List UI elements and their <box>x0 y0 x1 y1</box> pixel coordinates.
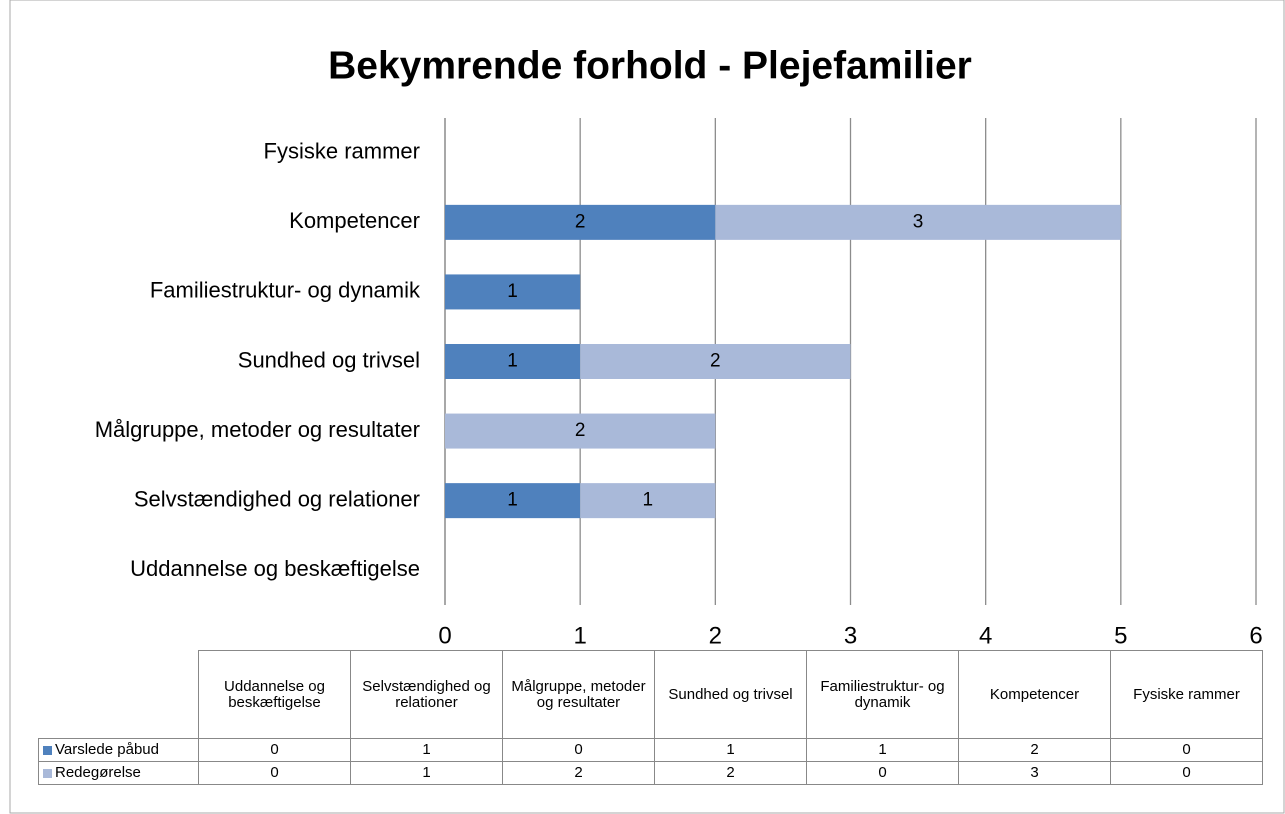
bar <box>445 274 581 310</box>
table-value: 0 <box>1110 761 1263 785</box>
chart-title: Bekymrende forhold - Plejefamilier <box>328 44 972 87</box>
legend-entry: Varslede påbud <box>38 738 199 762</box>
table-value: 2 <box>958 738 1111 762</box>
y-tick-label: Fysiske rammer <box>264 139 420 164</box>
table-header: Kompetencer <box>958 650 1111 739</box>
x-tick-label: 5 <box>1114 622 1127 649</box>
table-value: 1 <box>350 761 503 785</box>
x-tick-label: 2 <box>709 622 722 649</box>
y-tick-label: Sundhed og trivsel <box>238 347 420 372</box>
table-value: 0 <box>1110 738 1263 762</box>
data-label: 1 <box>507 281 518 302</box>
y-tick-label: Uddannelse og beskæftigelse <box>130 556 420 581</box>
table-value: 1 <box>806 738 959 762</box>
x-tick-label: 3 <box>844 622 857 649</box>
bar <box>580 344 851 379</box>
bar <box>580 483 716 519</box>
data-label: 1 <box>507 351 518 372</box>
x-tick-label: 6 <box>1249 622 1262 649</box>
legend-label: Varslede påbud <box>55 741 159 758</box>
x-tick-label: 1 <box>573 622 586 649</box>
table-value: 2 <box>654 761 807 785</box>
table-value: 0 <box>198 738 351 762</box>
data-label: 1 <box>642 490 653 511</box>
bar <box>445 204 716 240</box>
bar <box>445 483 581 519</box>
x-tick-label: 4 <box>979 622 992 649</box>
chart-frame <box>9 0 1285 814</box>
x-tick-label: 0 <box>438 622 451 649</box>
data-label: 2 <box>575 420 586 441</box>
y-tick-label: Målgruppe, metoder og resultater <box>95 417 420 442</box>
table-value: 1 <box>350 738 503 762</box>
table-header: Sundhed og trivsel <box>654 650 807 739</box>
table-value: 2 <box>502 761 655 785</box>
table-header: Uddannelse og beskæftigelse <box>198 650 351 739</box>
data-label: 2 <box>575 211 586 232</box>
y-tick-label: Selvstændighed og relationer <box>134 486 420 511</box>
legend-label: Redegørelse <box>55 764 141 781</box>
table-value: 1 <box>654 738 807 762</box>
table-header: Familiestruktur- og dynamik <box>806 650 959 739</box>
data-label: 2 <box>710 351 721 372</box>
data-label: 3 <box>913 211 924 232</box>
bar <box>445 413 716 449</box>
table-value: 0 <box>806 761 959 785</box>
legend-entry: Redegørelse <box>38 761 199 785</box>
table-value: 0 <box>502 738 655 762</box>
table-value: 0 <box>198 761 351 785</box>
table-header: Selvstændighed og relationer <box>350 650 503 739</box>
table-header: Fysiske rammer <box>1110 650 1263 739</box>
legend-swatch <box>43 745 52 755</box>
table-value: 3 <box>958 761 1111 785</box>
bar <box>445 344 581 379</box>
y-tick-label: Kompetencer <box>289 208 420 233</box>
y-tick-label: Familiestruktur- og dynamik <box>150 278 421 303</box>
legend-swatch <box>43 768 52 778</box>
data-label: 1 <box>507 490 518 511</box>
table-header: Målgruppe, metoder og resultater <box>502 650 655 739</box>
bar <box>715 204 1121 240</box>
